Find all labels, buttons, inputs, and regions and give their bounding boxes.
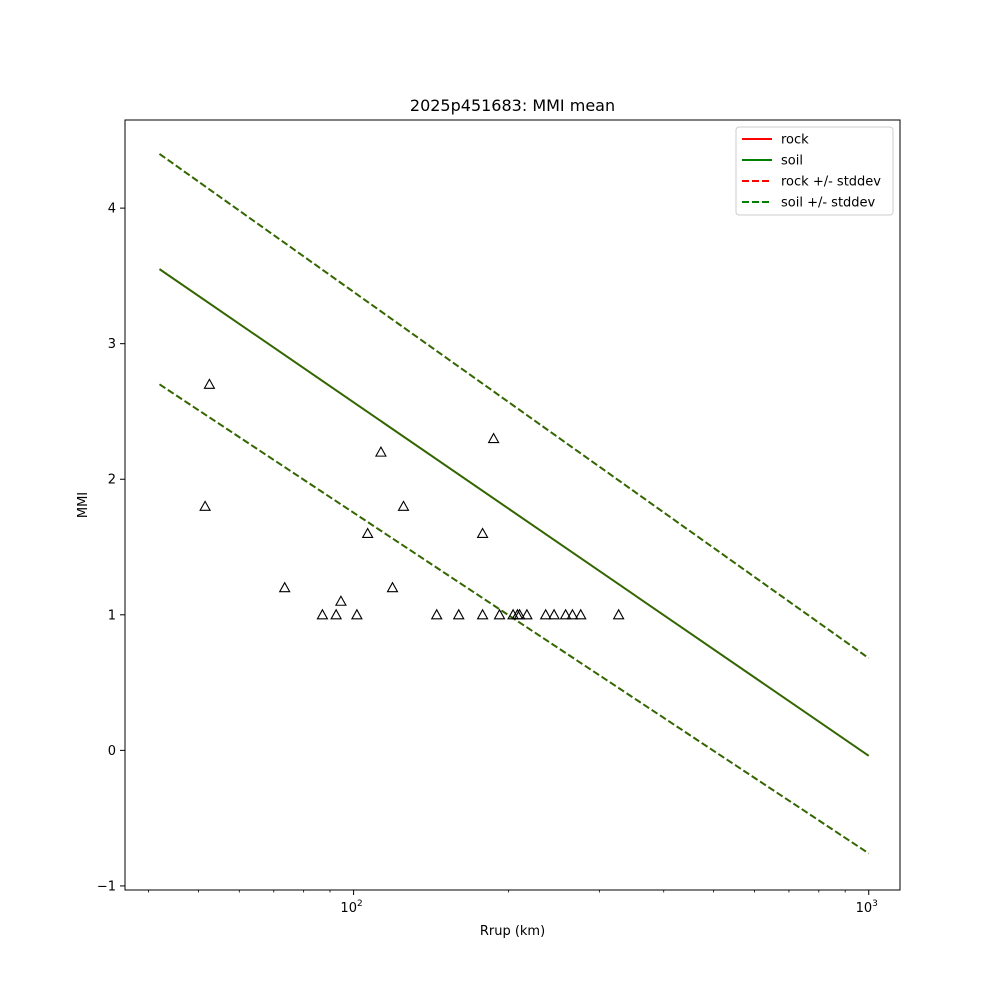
plot-frame (124, 119, 901, 891)
y-tick-label: 0 (108, 744, 116, 759)
station-marker (487, 432, 500, 444)
station-marker (316, 608, 329, 620)
station-marker (476, 527, 489, 539)
series-line-soil-stddev-3 (158, 153, 870, 660)
station-marker (452, 608, 465, 620)
x-tick-exponent: 2 (357, 899, 363, 909)
station-marker (397, 500, 410, 511)
station-marker (330, 608, 343, 620)
x-axis-label: Rrup (km) (480, 924, 545, 939)
y-tick-label: −1 (97, 879, 116, 894)
chart-title: 2025p451683: MMI mean (410, 96, 615, 115)
station-marker (334, 595, 347, 606)
x-tick-exponent: 3 (872, 899, 878, 909)
station-marker (559, 608, 572, 620)
x-tick-base: 10 (856, 901, 873, 916)
legend-frame (735, 126, 894, 216)
station-marker (361, 527, 374, 539)
legend-label: rock (781, 133, 809, 148)
station-marker (199, 500, 212, 511)
y-tick-label: 2 (108, 473, 116, 488)
x-tick-base: 10 (340, 901, 357, 916)
y-tick-label: 4 (108, 202, 116, 217)
legend-label: soil (781, 154, 803, 169)
y-tick-label: 1 (108, 608, 116, 623)
station-marker (574, 608, 587, 620)
station-marker (520, 608, 533, 620)
station-marker (374, 445, 387, 457)
station-marker (612, 608, 625, 620)
x-tick-label: 102 (340, 899, 362, 916)
station-marker (493, 608, 506, 620)
station-marker (476, 608, 489, 620)
station-marker (203, 378, 216, 389)
station-marker (539, 608, 552, 620)
station-marker (278, 581, 291, 593)
series-line-soil-1 (158, 268, 870, 757)
plot-area (158, 153, 870, 855)
legend: rock soil rock +/- stddev soil +/- stddev (735, 126, 894, 216)
y-axis-label: MMI (76, 492, 91, 518)
station-marker (548, 608, 560, 620)
y-tick-label: 3 (108, 337, 116, 352)
legend-label: rock +/- stddev (781, 175, 881, 190)
station-marker (513, 608, 526, 620)
station-marker (350, 608, 363, 620)
station-marker (430, 608, 443, 620)
station-marker (566, 608, 579, 620)
station-marker (386, 581, 399, 593)
legend-label: soil +/- stddev (781, 196, 876, 211)
x-tick-label: 103 (856, 899, 878, 916)
